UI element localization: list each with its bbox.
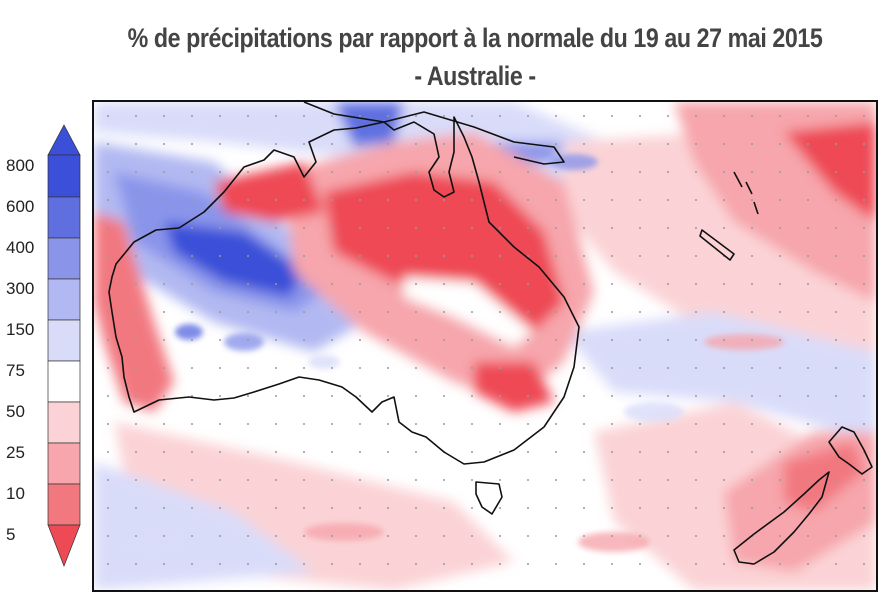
vanuatu-islands (733, 171, 759, 215)
legend-band-50 (47, 401, 81, 444)
legend-label-400: 400 (6, 238, 35, 257)
legend-label-600: 600 (6, 197, 35, 216)
new-caledonia (699, 229, 735, 261)
legend-colorbar (47, 124, 81, 567)
legend-band-400 (47, 237, 81, 280)
legend-label-150: 150 (6, 320, 35, 339)
map-canvas (94, 102, 876, 590)
legend-label-800: 800 (6, 156, 35, 175)
legend-label-75: 75 (6, 361, 25, 380)
legend-band-300 (47, 278, 81, 321)
lat-lon-grid (94, 102, 876, 590)
legend-label-25: 25 (6, 443, 25, 462)
map-subtitle: - Australie - (414, 61, 536, 91)
legend-band-10 (47, 483, 81, 526)
coastlines (108, 102, 873, 565)
legend-arrow-top (47, 124, 81, 156)
nz-north-island (828, 426, 873, 475)
legend-label-50: 50 (6, 402, 25, 421)
precipitation-map (92, 100, 878, 592)
legend-band-600 (47, 196, 81, 239)
legend-label-300: 300 (6, 279, 35, 298)
australia-coastline (108, 116, 580, 465)
legend-band-800 (47, 154, 81, 198)
legend-label-5: 5 (6, 525, 16, 544)
legend-band-150 (47, 319, 81, 362)
legend-band-25 (47, 442, 81, 485)
legend-arrow-bottom (47, 524, 81, 567)
nz-south-island (733, 471, 830, 565)
legend-label-10: 10 (6, 484, 25, 503)
color-legend: 800 600 400 300 150 75 50 25 10 5 (0, 120, 90, 580)
map-title: % de précipitations par rapport à la nor… (127, 23, 823, 53)
legend-band-75 (47, 360, 81, 403)
tasmania-coastline (475, 481, 503, 515)
new-guinea-coastline (303, 102, 565, 165)
